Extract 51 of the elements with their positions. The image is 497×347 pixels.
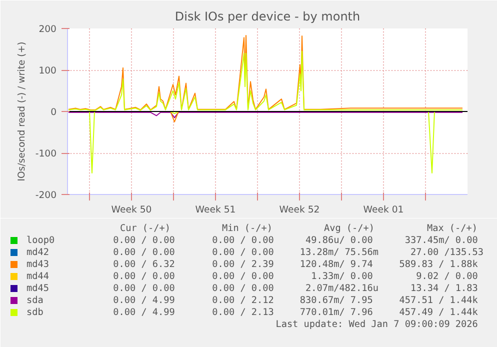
y-tick-label: -100 <box>35 148 57 160</box>
text: 1.33m/ 0.00 <box>311 271 374 282</box>
y-tick-label: -200 <box>35 190 57 201</box>
y-axis-title: IOs/second read (-) / write (+) <box>16 42 28 182</box>
text: 0.00 / 2.12 <box>212 295 274 306</box>
text: 27.00 /135.53 <box>410 247 484 258</box>
text: 0.00 / 0.00 <box>212 283 274 294</box>
y-tick-label: 0 <box>50 107 57 118</box>
text: Min (-/+) <box>222 223 273 234</box>
y-tick-label: 100 <box>38 66 57 76</box>
text: 0.00 / 0.00 <box>113 247 176 258</box>
text: 457.49 / 1.44k <box>399 307 478 318</box>
text: 49.86u/ 0.00 <box>305 235 374 246</box>
text: 0.00 / 0.00 <box>212 271 274 282</box>
text: 589.83 / 1.88k <box>399 259 478 270</box>
text: 830.67m/ 7.95 <box>300 295 373 306</box>
text: Last update: Wed Jan 7 09:00:09 2026 <box>276 319 478 330</box>
text: Max (-/+) <box>426 223 478 234</box>
text: 770.01m/ 7.96 <box>300 307 374 318</box>
text: 0.00 / 0.00 <box>113 283 176 294</box>
text: 0.00 / 0.00 <box>212 247 274 258</box>
legend-label: md45 <box>26 283 49 294</box>
text: 457.51 / 1.44k <box>399 295 478 306</box>
legend-label: md44 <box>26 271 50 282</box>
text: 0.00 / 4.99 <box>113 307 175 318</box>
text: 0.00 / 0.00 <box>212 235 274 246</box>
text: 0.00 / 2.13 <box>212 307 274 318</box>
x-tick-label: Week 52 <box>279 204 320 216</box>
legend-label: md42 <box>26 247 49 258</box>
text: 120.48m/ 9.74 <box>300 259 374 270</box>
legend-label: sda <box>26 295 44 306</box>
x-tick-label: Week 01 <box>363 204 404 216</box>
text: 9.02 / 0.00 <box>416 271 478 282</box>
y-tick-label: 200 <box>38 24 57 35</box>
x-tick-label: Week 51 <box>195 204 236 216</box>
text: 13.34 / 1.83 <box>410 283 478 294</box>
text: Avg (-/+) <box>324 223 375 234</box>
legend-label: md43 <box>26 259 49 270</box>
x-tick-label: Week 50 <box>111 204 152 216</box>
text: 0.00 / 2.39 <box>212 259 274 270</box>
text: 0.00 / 6.32 <box>113 259 175 270</box>
text: 2.07m/482.16u <box>305 283 379 294</box>
legend-label: sdb <box>26 307 44 318</box>
legend-label: loop0 <box>26 235 55 246</box>
text: Cur (-/+) <box>120 223 171 234</box>
text: 0.00 / 4.99 <box>113 295 175 306</box>
text: 337.45m/ 0.00 <box>404 235 478 246</box>
chart-title: Disk IOs per device - by month <box>174 10 360 24</box>
text: 0.00 / 0.00 <box>113 271 176 282</box>
text: 13.28m/ 75.56m <box>300 247 379 258</box>
text: 0.00 / 0.00 <box>113 235 176 246</box>
